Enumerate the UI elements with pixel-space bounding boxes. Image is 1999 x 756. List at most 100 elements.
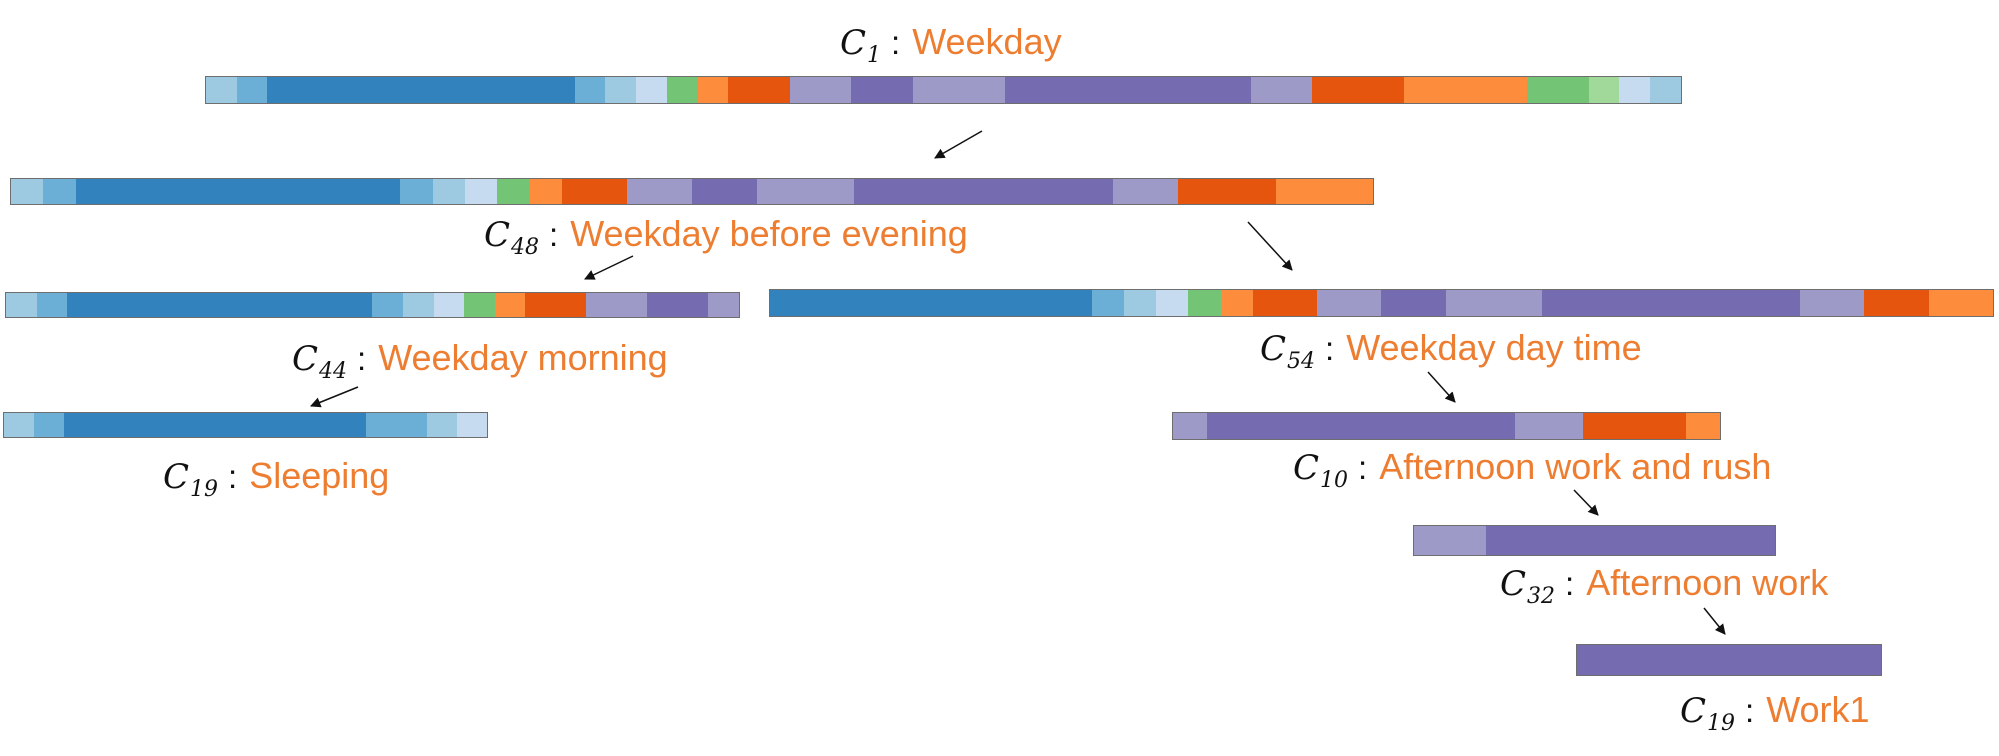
bar-segment-g1 <box>464 293 495 317</box>
bar-segment-p2 <box>851 77 913 103</box>
bar-segment-p2 <box>1381 290 1446 316</box>
bar-segment-p1 <box>1414 526 1487 555</box>
bar-segment-p2 <box>1577 645 1881 675</box>
bar-segment-b4 <box>1156 290 1189 316</box>
cluster-index: 54 <box>1287 349 1316 374</box>
bar-segment-p2 <box>647 293 709 317</box>
label-c48: C48: Weekday before evening <box>484 213 968 259</box>
bar-segment-b2 <box>372 293 403 317</box>
bar-segment-b1 <box>1124 290 1157 316</box>
bar-segment-p1 <box>912 77 1005 103</box>
cluster-symbol: C <box>292 339 319 379</box>
bar-segment-p1 <box>1799 290 1865 316</box>
bar-segment-b3 <box>267 77 575 103</box>
bar-segment-p1 <box>708 293 739 317</box>
bar-segment-b1 <box>426 413 457 437</box>
bar-segment-p1 <box>756 179 855 204</box>
bar-c10-work <box>1172 412 1721 440</box>
bar-segment-b4 <box>1619 77 1651 103</box>
label-c44: C44: Weekday morning <box>292 337 668 383</box>
cluster-symbol: C <box>484 215 511 255</box>
cluster-label: Weekday day time <box>1346 327 1642 368</box>
cluster-label: Afternoon work and rush <box>1379 446 1772 487</box>
colon: : <box>228 458 238 495</box>
bar-segment-b2 <box>43 179 76 204</box>
colon: : <box>1745 692 1755 729</box>
cluster-label: Sleeping <box>249 455 390 496</box>
bar-segment-p2 <box>1486 526 1775 555</box>
label-c1: C1: Weekday <box>840 21 1062 67</box>
bar-segment-g2 <box>1588 77 1620 103</box>
cluster-label: Weekday morning <box>378 337 668 378</box>
bar-segment-b1 <box>11 179 44 204</box>
bar-segment-b1 <box>4 413 35 437</box>
cluster-symbol: C <box>1293 448 1320 488</box>
colon: : <box>891 24 901 61</box>
bar-segment-o1 <box>697 77 729 103</box>
bar-segment-p2 <box>1542 290 1800 316</box>
label-c10-work: C10: Afternoon work and rush <box>1293 446 1772 492</box>
bar-segment-p1 <box>789 77 852 103</box>
bar-segment-b1 <box>605 77 637 103</box>
bar-segment-b2 <box>1091 290 1124 316</box>
bar-segment-o1 <box>1404 77 1528 103</box>
bar-segment-g1 <box>666 77 698 103</box>
bar-segment-p1 <box>1445 290 1543 316</box>
arrow-c48-to-c54 <box>1247 221 1293 271</box>
bar-c19-work <box>1576 644 1882 676</box>
bar-segment-g1 <box>497 179 530 204</box>
bar-segment-b4 <box>464 179 498 204</box>
cluster-label: Weekday <box>912 21 1062 62</box>
cluster-symbol: C <box>1680 691 1707 731</box>
bar-segment-p2 <box>1207 413 1515 439</box>
bar-c19-sleep <box>3 412 488 438</box>
bar-segment-o2 <box>1252 290 1318 316</box>
cluster-symbol: C <box>840 23 867 63</box>
bar-segment-p2 <box>854 179 1114 204</box>
arrow-c32-to-c19-work <box>1703 607 1726 635</box>
bar-segment-b1 <box>403 293 434 317</box>
bar-segment-p1 <box>1173 413 1208 439</box>
bar-segment-p1 <box>586 293 648 317</box>
bar-segment-p1 <box>1317 290 1382 316</box>
bar-segment-p1 <box>1113 179 1179 204</box>
bar-segment-p2 <box>1004 77 1251 103</box>
bar-segment-p1 <box>1250 77 1313 103</box>
bar-segment-p1 <box>627 179 692 204</box>
cluster-index: 1 <box>867 43 882 68</box>
cluster-index: 10 <box>1320 468 1349 493</box>
cluster-label: Weekday before evening <box>570 213 968 254</box>
bar-segment-p2 <box>691 179 757 204</box>
bar-segment-o2 <box>1583 413 1686 439</box>
colon: : <box>357 340 367 377</box>
bar-segment-o1 <box>1685 413 1720 439</box>
arrow-c48-to-c44 <box>584 255 634 280</box>
bar-c32 <box>1413 525 1776 556</box>
cluster-symbol: C <box>163 457 190 497</box>
cluster-index: 32 <box>1527 584 1556 609</box>
colon: : <box>1358 449 1368 486</box>
bar-segment-b4 <box>433 293 465 317</box>
bar-segment-o2 <box>1178 179 1276 204</box>
bar-segment-b3 <box>75 179 401 204</box>
arrow-c54-to-c10 <box>1427 371 1456 403</box>
bar-segment-b4 <box>636 77 667 103</box>
bar-segment-g1 <box>1527 77 1589 103</box>
cluster-index: 44 <box>319 359 348 384</box>
bar-segment-b2 <box>400 179 433 204</box>
bar-segment-b2 <box>36 293 68 317</box>
cluster-index: 48 <box>511 235 540 260</box>
bar-segment-g1 <box>1188 290 1221 316</box>
bar-segment-b2 <box>34 413 65 437</box>
cluster-symbol: C <box>1260 329 1287 369</box>
bar-segment-o2 <box>525 293 587 317</box>
bar-c48 <box>10 178 1374 205</box>
label-c32: C32: Afternoon work <box>1500 565 1828 608</box>
bar-segment-b2 <box>236 77 268 103</box>
cluster-label: Work1 <box>1766 689 1870 730</box>
colon: : <box>1325 330 1335 367</box>
bar-segment-b3 <box>67 293 373 317</box>
bar-segment-b1 <box>432 179 465 204</box>
bar-segment-o1 <box>1928 290 1993 316</box>
bar-segment-b1 <box>1650 77 1681 103</box>
